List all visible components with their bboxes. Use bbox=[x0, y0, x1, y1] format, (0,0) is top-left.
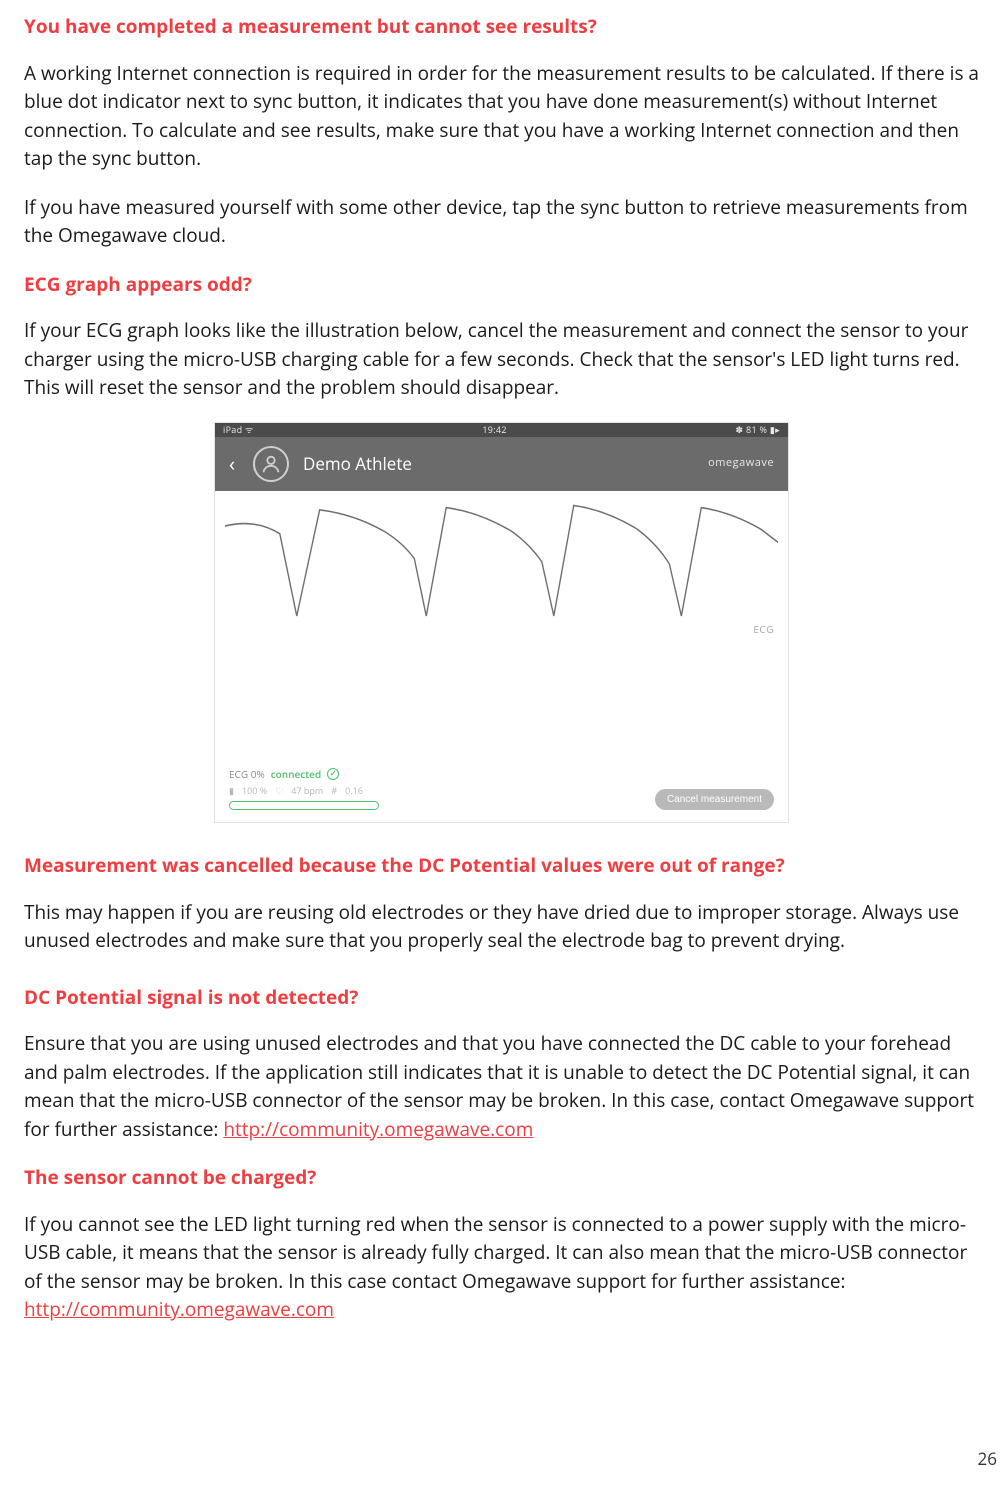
impedance-value: 0.16 bbox=[345, 784, 363, 798]
para-sec1-1: A working Internet connection is require… bbox=[24, 59, 979, 173]
para-sec5-1: If you cannot see the LED light turning … bbox=[24, 1210, 979, 1324]
heading-dc-not-detected: DC Potential signal is not detected? bbox=[24, 983, 979, 1012]
cancel-measurement-button[interactable]: Cancel measurement bbox=[655, 789, 774, 810]
ecg-path bbox=[225, 505, 778, 616]
check-icon: ✓ bbox=[327, 768, 339, 780]
avatar-icon bbox=[253, 446, 289, 482]
para-sec5-text: If you cannot see the LED light turning … bbox=[24, 1211, 967, 1294]
ecg-graph-area: ECG bbox=[215, 491, 788, 641]
page-number: 26 bbox=[978, 1446, 997, 1472]
support-link-2[interactable]: http://community.omegawave.com bbox=[24, 1296, 334, 1322]
heading-ecg-odd: ECG graph appears odd? bbox=[24, 270, 979, 299]
bpm-value: 47 bpm bbox=[291, 784, 323, 798]
status-right: ✽ 81 % ▮▸ bbox=[736, 423, 780, 437]
heading-dc-out-of-range: Measurement was cancelled because the DC… bbox=[24, 851, 979, 880]
para-sec4-1: Ensure that you are using unused electro… bbox=[24, 1029, 979, 1143]
support-link-1[interactable]: http://community.omegawave.com bbox=[223, 1116, 533, 1142]
para-sec3-1: This may happen if you are reusing old e… bbox=[24, 898, 979, 955]
device-screenshot: iPad ᯤ 19:42 ✽ 81 % ▮▸ ‹ Demo Athlete om… bbox=[214, 422, 789, 824]
hash-icon: # bbox=[331, 784, 337, 798]
app-header: ‹ Demo Athlete omegawave bbox=[215, 437, 788, 491]
measurement-status: ECG 0% connected ✓ ▮ 100 % ♡ 47 bpm # 0.… bbox=[229, 767, 389, 811]
para-sec2-1: If your ECG graph looks like the illustr… bbox=[24, 316, 979, 402]
ecg-line-chart bbox=[225, 499, 778, 629]
screenshot-spacer bbox=[215, 641, 788, 761]
ecg-label: ECG bbox=[753, 622, 774, 637]
screenshot-bottom-bar: ECG 0% connected ✓ ▮ 100 % ♡ 47 bpm # 0.… bbox=[215, 761, 788, 823]
connected-label: connected bbox=[271, 767, 321, 782]
brand-label: omegawave bbox=[708, 455, 774, 472]
battery-percent: 100 % bbox=[242, 784, 267, 798]
back-icon[interactable]: ‹ bbox=[229, 449, 235, 479]
heart-icon: ♡ bbox=[275, 784, 283, 798]
heading-sensor-not-charged: The sensor cannot be charged? bbox=[24, 1163, 979, 1192]
heading-completed-measurement: You have completed a measurement but can… bbox=[24, 12, 979, 41]
battery-icon: ▮ bbox=[229, 784, 234, 798]
para-sec1-2: If you have measured yourself with some … bbox=[24, 193, 979, 250]
status-time: 19:42 bbox=[254, 423, 736, 437]
status-bar: iPad ᯤ 19:42 ✽ 81 % ▮▸ bbox=[215, 423, 788, 437]
status-left: iPad ᯤ bbox=[223, 423, 254, 437]
ecg-percent: ECG 0% bbox=[229, 767, 265, 782]
profile-name: Demo Athlete bbox=[303, 451, 412, 477]
progress-bar bbox=[229, 801, 379, 810]
